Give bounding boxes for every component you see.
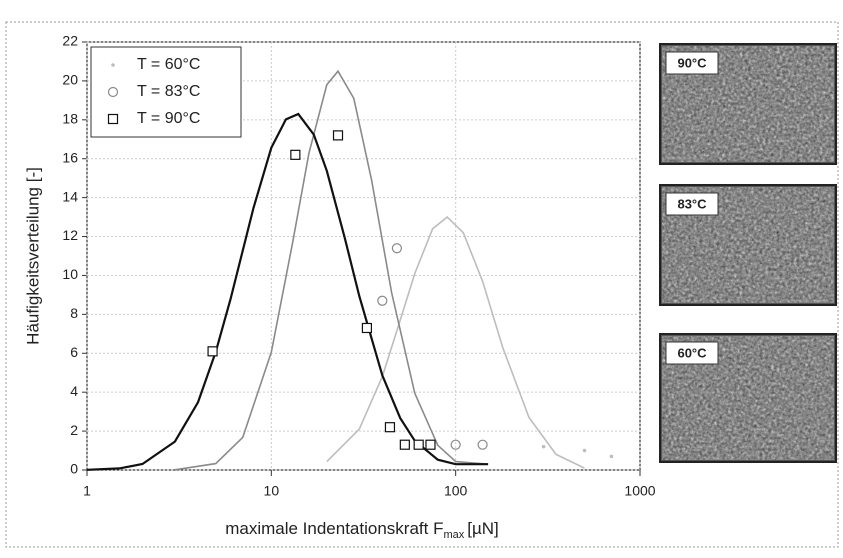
micrograph-label-box (665, 192, 719, 216)
x-tick-label: 1000 (624, 483, 655, 499)
x-tick-label: 1 (83, 483, 91, 499)
point (582, 448, 587, 453)
point (541, 444, 546, 449)
point (207, 346, 218, 357)
point (425, 439, 436, 450)
micrograph-label-box (665, 51, 719, 75)
y-axis-label: Häufigkeitsverteilung [-] (23, 167, 42, 345)
figure-frame (5, 21, 839, 548)
point (477, 439, 488, 450)
legend-marker (107, 86, 119, 98)
y-tick-label: 0 (70, 461, 78, 477)
point (413, 439, 424, 450)
micrograph: 90°C (659, 43, 837, 165)
point (450, 439, 461, 450)
micrograph-label: 90°C (677, 55, 707, 70)
point (361, 322, 373, 334)
fit-curve (174, 69, 489, 471)
y-tick-label: 10 (62, 266, 78, 282)
x-tick-label: 100 (444, 483, 468, 499)
micrograph-label-box (665, 341, 719, 365)
x-axis-label-text: maximale Indentationskraft F (225, 519, 443, 538)
y-tick-label: 18 (62, 111, 78, 127)
point (384, 422, 396, 433)
point (609, 454, 614, 459)
legend-marker (107, 113, 119, 125)
legend-marker (111, 63, 115, 67)
point (391, 243, 403, 254)
micrograph: 83°C (659, 184, 837, 306)
point (377, 295, 388, 306)
legend: T = 60°C T = 83°C T = 90°C (90, 46, 242, 138)
micrograph-label: 83°C (677, 196, 707, 211)
y-tick-label: 8 (70, 305, 78, 321)
point (332, 130, 344, 141)
x-tick-label: 10 (264, 483, 280, 499)
y-tick-label: 22 (62, 33, 78, 49)
y-tick-label: 12 (62, 227, 78, 243)
y-tick-label: 4 (70, 383, 78, 399)
micrograph: 60°C (659, 333, 837, 463)
micrograph-label: 60°C (677, 345, 707, 360)
legend-label: T = 60°C (137, 56, 200, 73)
y-tick-label: 16 (62, 149, 78, 165)
y-tick-label: 14 (62, 188, 78, 204)
y-tick-label: 20 (62, 72, 78, 88)
x-axis-label-sub: max (443, 529, 464, 541)
point (399, 439, 410, 450)
x-axis-label-unit: [µN] (467, 519, 499, 538)
legend-label: T = 90°C (137, 110, 200, 127)
fit-curve (86, 112, 489, 471)
y-tick-label: 6 (70, 344, 78, 360)
y-tick-label: 2 (70, 422, 78, 438)
legend-label: T = 83°C (137, 83, 200, 100)
x-axis-label: maximale Indentationskraft Fmax [µN] (225, 519, 499, 540)
point (290, 149, 301, 160)
